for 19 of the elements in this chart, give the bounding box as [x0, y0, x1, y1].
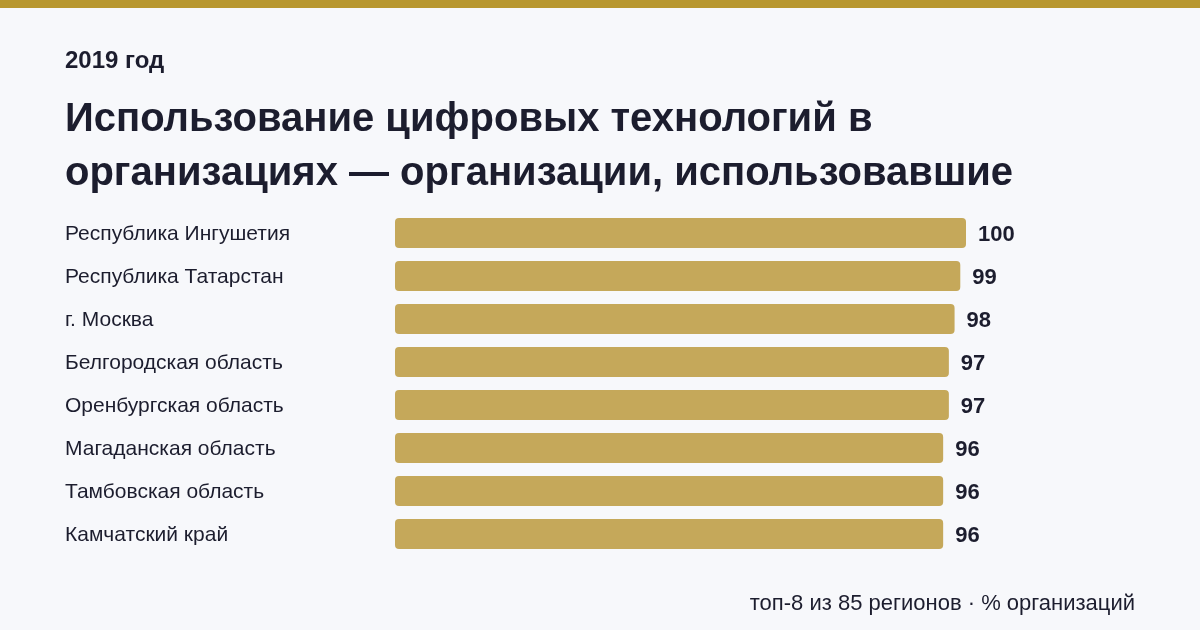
chart-title: Использование цифровых технологий в организациях — организации, использовавшие: [65, 94, 1015, 195]
data-label: 97: [960, 392, 986, 418]
y-tick-label: Магаданская область: [65, 435, 276, 459]
text: 2019 год: [65, 46, 165, 73]
data-label: 96: [955, 478, 980, 504]
data-label: 99: [972, 263, 997, 289]
data-label: 96: [955, 435, 980, 461]
data-label: 100: [978, 220, 1015, 246]
text: топ-8 из 85 регионов · % организаций: [749, 590, 1135, 616]
y-tick-label: г. Москва: [65, 306, 154, 330]
data-label: 96: [955, 521, 980, 547]
y-tick-label: Республика Татарстан: [65, 263, 284, 287]
y-tick-label: Белгородская область: [65, 349, 283, 373]
y-tick-label: Камчатский край: [65, 521, 229, 545]
data-label: 98: [966, 306, 992, 332]
data-label: 97: [960, 349, 986, 375]
y-tick-label: Республика Ингушетия: [65, 220, 291, 244]
y-tick-label: Тамбовская область: [65, 478, 265, 502]
y-tick-label: Оренбургская область: [65, 392, 284, 416]
